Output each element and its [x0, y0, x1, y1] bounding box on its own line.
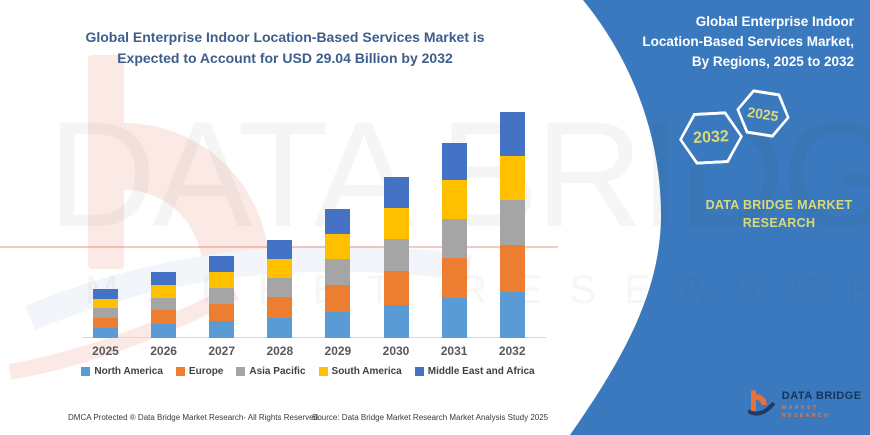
bar-segment-asia-pacific-2032 [499, 199, 525, 246]
brand-name: DATA BRIDGE MARKET RESEARCH [688, 196, 870, 232]
bar-segment-asia-pacific-2029 [325, 259, 351, 285]
bar-segment-north-america-2030 [383, 304, 409, 338]
chart-title-line1: Global Enterprise Indoor Location-Based … [85, 29, 485, 45]
legend-item-north-america: North America [81, 366, 163, 377]
legend-item-middle-east-and-africa: Middle East and Africa [414, 366, 535, 377]
x-axis-label-2029: 2029 [324, 344, 352, 358]
bar-segment-north-america-2027 [209, 321, 235, 338]
footer-logo-subtitle: MARKET RESEARCH [781, 405, 831, 419]
bar-segment-europe-2028 [267, 297, 293, 318]
bar-segment-europe-2030 [383, 271, 409, 305]
x-axis-label-2030: 2030 [382, 344, 410, 358]
legend-item-south-america: South America [318, 366, 402, 377]
bar-segment-asia-pacific-2027 [209, 287, 235, 305]
bar-segment-south-america-2031 [441, 180, 467, 219]
bar-segment-europe-2032 [499, 245, 525, 293]
bar-segment-asia-pacific-2031 [441, 218, 467, 258]
bar-segment-asia-pacific-2028 [267, 277, 293, 298]
bar-segment-north-america-2025 [93, 327, 118, 338]
legend-label: Europe [188, 366, 224, 377]
x-axis-label-2032: 2032 [498, 344, 526, 358]
brand-name-line2: RESEARCH [742, 216, 816, 230]
x-axis-label-2027: 2027 [208, 344, 236, 358]
panel-title: Global Enterprise Indoor Location-Based … [594, 12, 854, 72]
panel-title-line2: Location-Based Services Market, [642, 34, 854, 49]
source-note: Source: Data Bridge Market Research Mark… [312, 413, 549, 422]
chart-title: Global Enterprise Indoor Location-Based … [55, 27, 515, 69]
bar-segment-asia-pacific-2030 [383, 239, 409, 272]
hexagon-badge-2025: 2025 [733, 87, 793, 140]
bar-segment-north-america-2032 [499, 292, 525, 338]
bar-segment-middle-east-and-africa-2031 [441, 142, 467, 181]
bar-segment-europe-2029 [325, 284, 351, 312]
bar-segment-south-america-2026 [151, 284, 177, 298]
bar-segment-middle-east-and-africa-2032 [499, 112, 525, 156]
data-bridge-footer-logo: DATA BRIDGE MARKET RESEARCH [748, 389, 870, 421]
brand-name-line1: DATA BRIDGE MARKET [705, 198, 853, 212]
bar-segment-north-america-2028 [267, 317, 293, 338]
bar-segment-south-america-2030 [383, 207, 409, 240]
bar-segment-north-america-2026 [151, 324, 177, 338]
legend-swatch-icon [318, 367, 328, 376]
bar-segment-middle-east-and-africa-2028 [267, 239, 293, 259]
legend-swatch-icon [175, 367, 185, 376]
panel-title-line3: By Regions, 2025 to 2032 [691, 54, 854, 69]
legend-label: South America [331, 366, 402, 377]
x-axis-label-2026: 2026 [150, 344, 177, 358]
bar-segment-south-america-2027 [209, 271, 235, 288]
x-axis-label-2025: 2025 [92, 344, 119, 358]
legend-swatch-icon [414, 367, 424, 376]
bar-segment-europe-2027 [209, 304, 235, 322]
x-axis-line [82, 337, 546, 338]
legend-item-europe: Europe [175, 366, 224, 377]
footer-logo-name: DATA BRIDGE [781, 390, 862, 402]
bar-segment-europe-2026 [151, 310, 177, 325]
x-axis-label-2031: 2031 [440, 344, 468, 358]
bar-segment-south-america-2025 [93, 298, 118, 309]
bar-segment-south-america-2032 [499, 155, 525, 200]
panel-title-line1: Global Enterprise Indoor [695, 14, 854, 29]
legend-label: Middle East and Africa [427, 366, 535, 377]
chart-title-line2: Expected to Account for USD 29.04 Billio… [117, 50, 453, 66]
bar-segment-middle-east-and-africa-2030 [383, 176, 409, 208]
x-axis-label-2028: 2028 [266, 344, 294, 358]
dmca-notice: DMCA Protected ® Data Bridge Market Rese… [68, 413, 321, 422]
bar-segment-south-america-2028 [267, 258, 293, 278]
bar-segment-europe-2031 [441, 257, 467, 299]
legend-swatch-icon [81, 367, 91, 376]
chart-legend: North America Europe Asia Pacific South Ame… [58, 366, 558, 377]
bar-segment-middle-east-and-africa-2026 [151, 271, 177, 285]
bar-segment-north-america-2031 [441, 298, 467, 338]
bar-segment-europe-2025 [93, 317, 118, 328]
bar-segment-asia-pacific-2025 [93, 308, 118, 318]
bar-segment-south-america-2029 [325, 233, 351, 260]
legend-label: North America [94, 366, 163, 377]
legend-swatch-icon [236, 367, 246, 376]
data-bridge-b-icon [748, 390, 776, 416]
legend-item-asia-pacific: Asia Pacific [236, 366, 306, 377]
bar-segment-north-america-2029 [325, 311, 351, 338]
bar-segment-asia-pacific-2026 [151, 297, 177, 311]
bar-segment-middle-east-and-africa-2029 [325, 208, 351, 234]
bar-segment-middle-east-and-africa-2027 [209, 256, 235, 272]
legend-label: Asia Pacific [249, 366, 306, 377]
bar-segment-middle-east-and-africa-2025 [93, 288, 118, 299]
hexagon-year-label: 2025 [736, 90, 790, 136]
